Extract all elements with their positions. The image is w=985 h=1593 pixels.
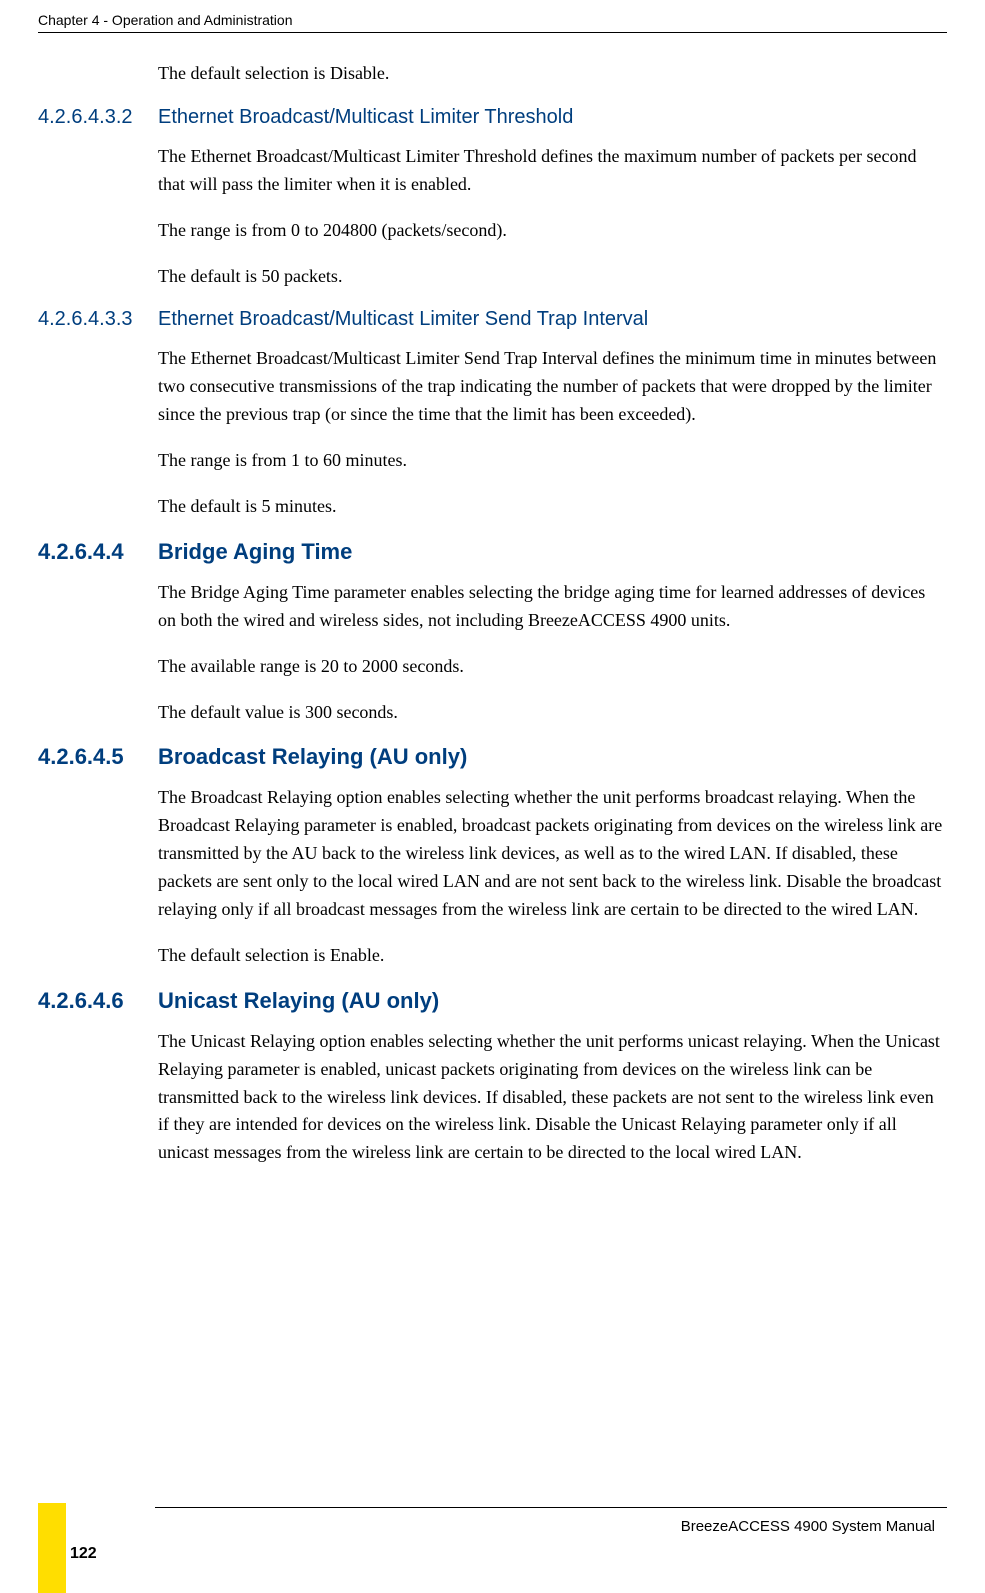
heading-number: 4.2.6.4.3.3: [38, 308, 158, 331]
body-paragraph: The default value is 300 seconds.: [158, 699, 947, 727]
body-paragraph: The Ethernet Broadcast/Multicast Limiter…: [158, 143, 947, 199]
heading-number: 4.2.6.4.6: [38, 988, 158, 1014]
section-heading: 4.2.6.4.4Bridge Aging Time: [38, 539, 947, 565]
body-paragraph: The default selection is Enable.: [158, 942, 947, 970]
body-paragraph: The Bridge Aging Time parameter enables …: [158, 579, 947, 635]
footer-manual-name: BreezeACCESS 4900 System Manual: [681, 1518, 935, 1535]
header-rule: [38, 32, 947, 33]
section-heading: 4.2.6.4.3.2Ethernet Broadcast/Multicast …: [38, 106, 947, 129]
heading-title: Ethernet Broadcast/Multicast Limiter Sen…: [158, 308, 648, 331]
main-content: The default selection is Disable.4.2.6.4…: [38, 60, 947, 1185]
section-heading: 4.2.6.4.3.3Ethernet Broadcast/Multicast …: [38, 308, 947, 331]
body-paragraph: The Broadcast Relaying option enables se…: [158, 784, 947, 923]
body-paragraph: The default is 50 packets.: [158, 263, 947, 291]
accent-block: [38, 1503, 66, 1593]
page-number: 122: [70, 1545, 97, 1563]
body-paragraph: The default is 5 minutes.: [158, 493, 947, 521]
heading-number: 4.2.6.4.3.2: [38, 106, 158, 129]
section-heading: 4.2.6.4.6Unicast Relaying (AU only): [38, 988, 947, 1014]
heading-title: Broadcast Relaying (AU only): [158, 744, 467, 770]
body-paragraph: The Unicast Relaying option enables sele…: [158, 1028, 947, 1167]
heading-number: 4.2.6.4.4: [38, 539, 158, 565]
footer-rule: [155, 1507, 947, 1508]
heading-number: 4.2.6.4.5: [38, 744, 158, 770]
heading-title: Bridge Aging Time: [158, 539, 352, 565]
chapter-header: Chapter 4 - Operation and Administration: [38, 12, 292, 28]
body-paragraph: The available range is 20 to 2000 second…: [158, 653, 947, 681]
body-paragraph: The range is from 0 to 204800 (packets/s…: [158, 217, 947, 245]
heading-title: Unicast Relaying (AU only): [158, 988, 439, 1014]
body-paragraph: The default selection is Disable.: [158, 60, 947, 88]
section-heading: 4.2.6.4.5Broadcast Relaying (AU only): [38, 744, 947, 770]
heading-title: Ethernet Broadcast/Multicast Limiter Thr…: [158, 106, 573, 129]
body-paragraph: The Ethernet Broadcast/Multicast Limiter…: [158, 345, 947, 429]
body-paragraph: The range is from 1 to 60 minutes.: [158, 447, 947, 475]
